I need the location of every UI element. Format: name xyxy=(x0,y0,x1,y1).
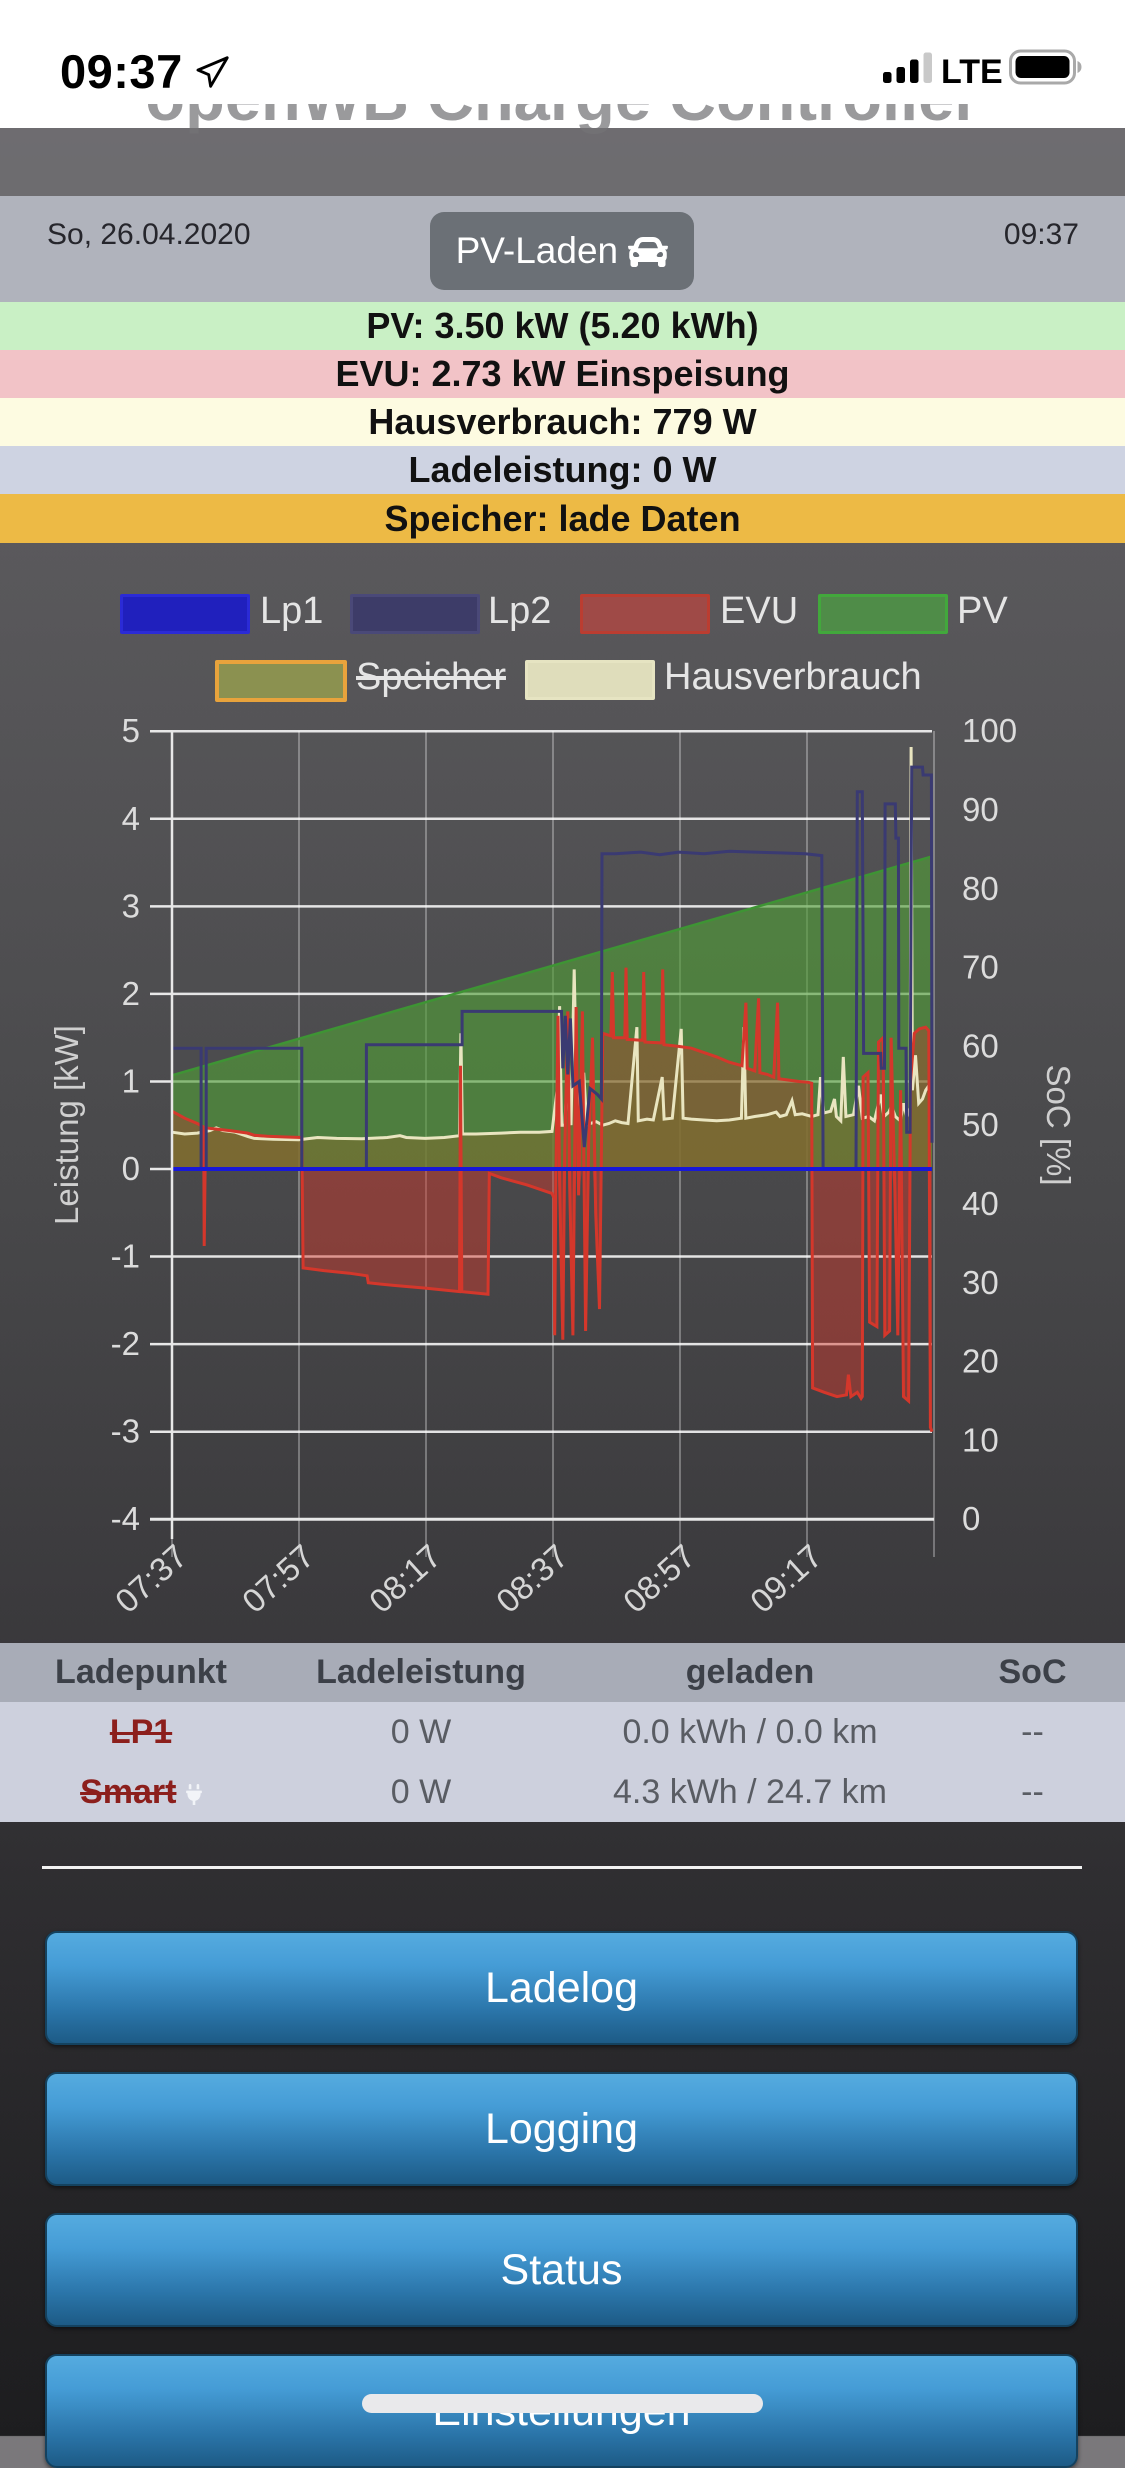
svg-text:40: 40 xyxy=(962,1185,999,1222)
svg-text:5: 5 xyxy=(122,712,140,749)
svg-text:100: 100 xyxy=(962,712,1017,749)
svg-text:07:37: 07:37 xyxy=(108,1537,194,1620)
svg-text:4: 4 xyxy=(122,800,140,837)
svg-text:Leistung [kW]: Leistung [kW] xyxy=(48,1025,85,1225)
svg-text:08:37: 08:37 xyxy=(489,1537,575,1620)
svg-text:60: 60 xyxy=(962,1027,999,1064)
svg-text:-4: -4 xyxy=(111,1500,140,1537)
svg-text:20: 20 xyxy=(962,1343,999,1380)
svg-text:-3: -3 xyxy=(111,1413,140,1450)
svg-text:-2: -2 xyxy=(111,1325,140,1362)
svg-text:0: 0 xyxy=(122,1150,140,1187)
svg-text:2: 2 xyxy=(122,975,140,1012)
svg-text:09:17: 09:17 xyxy=(743,1537,829,1620)
svg-text:30: 30 xyxy=(962,1264,999,1301)
svg-text:-1: -1 xyxy=(111,1238,140,1275)
svg-text:70: 70 xyxy=(962,949,999,986)
svg-text:10: 10 xyxy=(962,1421,999,1458)
svg-text:SoC [%]: SoC [%] xyxy=(1040,1064,1077,1185)
svg-text:07:57: 07:57 xyxy=(235,1537,321,1620)
svg-text:90: 90 xyxy=(962,791,999,828)
svg-text:3: 3 xyxy=(122,887,140,924)
svg-text:08:17: 08:17 xyxy=(362,1537,448,1620)
svg-text:08:57: 08:57 xyxy=(616,1537,702,1620)
svg-text:50: 50 xyxy=(962,1106,999,1143)
svg-text:0: 0 xyxy=(962,1500,980,1537)
svg-text:1: 1 xyxy=(122,1063,140,1100)
svg-text:80: 80 xyxy=(962,870,999,907)
